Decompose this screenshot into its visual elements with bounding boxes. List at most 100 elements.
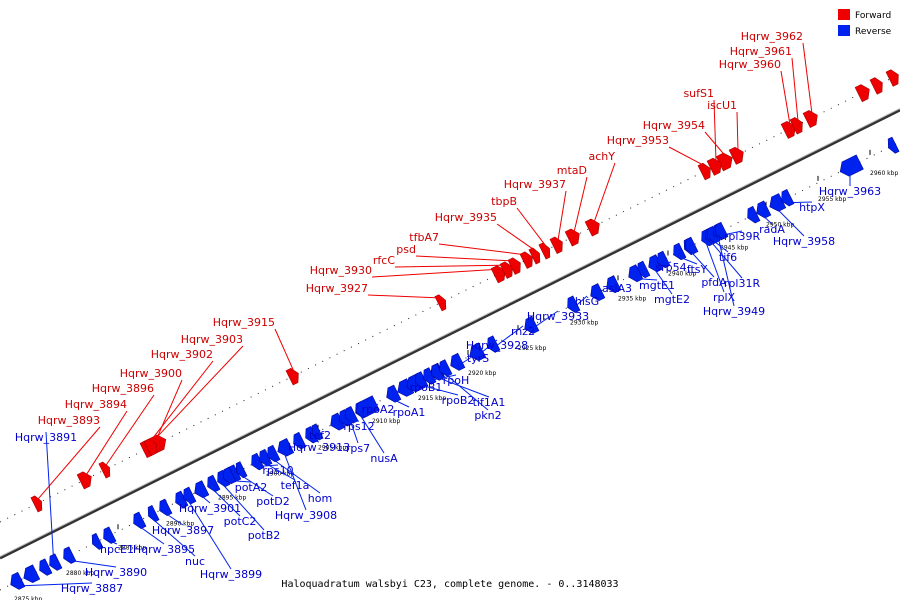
leader-line bbox=[611, 282, 618, 290]
tick-label: 2960 kbp bbox=[870, 170, 898, 177]
gene-arrow bbox=[507, 257, 521, 275]
gene-tef1a[interactable] bbox=[256, 448, 273, 468]
gene-feature[interactable] bbox=[20, 564, 41, 586]
gene-pkn2[interactable] bbox=[436, 359, 453, 379]
gene-arrow bbox=[345, 406, 359, 424]
gene-hisg[interactable] bbox=[564, 295, 581, 315]
gene-rps7[interactable] bbox=[342, 406, 359, 425]
gene-potc2[interactable] bbox=[204, 474, 221, 494]
gene-iscu1[interactable] bbox=[728, 145, 747, 165]
leader-line bbox=[415, 255, 517, 262]
gene-hqrw-3958[interactable] bbox=[766, 193, 787, 214]
gene-tif1a1[interactable] bbox=[428, 363, 445, 383]
gene-label-hqrw-3913: Hqrw_3913 bbox=[288, 441, 350, 454]
gene-hqrw-3894[interactable] bbox=[76, 469, 95, 490]
gene-hqrw-3890[interactable] bbox=[60, 546, 77, 566]
gene-hqrw-3954[interactable] bbox=[715, 150, 736, 172]
gene-feature[interactable] bbox=[885, 136, 900, 155]
gene-mtad[interactable] bbox=[564, 226, 583, 247]
gene-achy[interactable] bbox=[584, 216, 603, 237]
gene-feature[interactable] bbox=[327, 412, 346, 433]
gene-hqrw-3893[interactable] bbox=[30, 494, 45, 513]
gene-label-hqrw-3953: Hqrw_3953 bbox=[607, 134, 669, 147]
gene-hqrw-3896[interactable] bbox=[98, 460, 113, 479]
gene-arrow bbox=[330, 412, 346, 431]
gene-asla3[interactable] bbox=[603, 275, 622, 296]
gene-hqrw-3960[interactable] bbox=[780, 119, 799, 139]
gene-potd2[interactable] bbox=[233, 461, 248, 480]
gene-mgte2[interactable] bbox=[645, 254, 664, 275]
gene-label-hqrw-3930: Hqrw_3930 bbox=[310, 264, 372, 277]
gene-feature[interactable] bbox=[89, 532, 104, 551]
gene-hqrw-3891[interactable] bbox=[46, 553, 63, 573]
gene-psd[interactable] bbox=[507, 256, 524, 275]
gene-label-sufs1: sufS1 bbox=[683, 87, 714, 100]
gene-hqrw-3933[interactable] bbox=[521, 316, 540, 336]
leader-line bbox=[802, 42, 813, 114]
gene-label-hqrw-3935: Hqrw_3935 bbox=[435, 211, 497, 224]
gene-hqrw-3908[interactable] bbox=[274, 438, 295, 459]
gene-hqrw-3963[interactable] bbox=[837, 154, 864, 179]
leader-line bbox=[283, 452, 307, 511]
gene-feature[interactable] bbox=[290, 431, 307, 451]
gene-feature[interactable] bbox=[885, 68, 900, 87]
gene-tbpb[interactable] bbox=[538, 241, 553, 260]
gene-sufs1[interactable] bbox=[706, 156, 725, 176]
gene-hqrw-3930[interactable] bbox=[490, 263, 509, 284]
gene-tfba7[interactable] bbox=[519, 250, 536, 269]
gene-hqrw-3899[interactable] bbox=[180, 486, 197, 506]
leader-line bbox=[107, 539, 118, 545]
gene-label-nusa: nusA bbox=[370, 452, 398, 465]
leader-line bbox=[661, 261, 672, 265]
gene-arrow bbox=[386, 384, 402, 403]
gene-nuc[interactable] bbox=[145, 505, 160, 523]
gene-mgte1[interactable] bbox=[625, 264, 644, 285]
gene-ftsy[interactable] bbox=[670, 242, 687, 262]
gene-hqrw-3953[interactable] bbox=[697, 161, 714, 181]
gene-feature[interactable] bbox=[869, 76, 886, 95]
gene-label-hqrw-3902: Hqrw_3902 bbox=[151, 348, 213, 361]
gene-label-hqrw-3890: Hqrw_3890 bbox=[85, 566, 147, 579]
gene-label-rpob1: rpoB1 bbox=[410, 381, 443, 394]
gene-hqrw-3903[interactable] bbox=[143, 437, 160, 457]
gene-rpoa1[interactable] bbox=[383, 384, 402, 405]
gene-hqrw-3895[interactable] bbox=[130, 511, 147, 531]
gene-feature[interactable] bbox=[744, 205, 761, 225]
gene-arrow bbox=[789, 117, 803, 135]
gene-hqrw-3962[interactable] bbox=[802, 108, 821, 128]
gene-hqrw-3927[interactable] bbox=[434, 293, 449, 312]
gene-label-hqrw-3949: Hqrw_3949 bbox=[703, 305, 765, 318]
gene-arrow bbox=[780, 121, 796, 139]
gene-hqrw-3901[interactable] bbox=[191, 480, 210, 501]
gene-hqrw-3887[interactable] bbox=[7, 571, 26, 592]
gene-arrow bbox=[628, 264, 644, 283]
gene-pfda[interactable] bbox=[682, 236, 699, 256]
gene-arrow bbox=[685, 236, 699, 255]
gene-feature[interactable] bbox=[854, 82, 873, 103]
leader-line bbox=[15, 582, 93, 587]
leader-line bbox=[394, 264, 509, 268]
legend-forward-label: Forward bbox=[855, 11, 891, 21]
gene-rfcc[interactable] bbox=[499, 260, 516, 279]
leader-line bbox=[573, 176, 588, 233]
gene-tef2[interactable] bbox=[309, 423, 324, 442]
gene-rnz2[interactable] bbox=[484, 335, 501, 355]
gene-pota2[interactable] bbox=[220, 466, 237, 486]
gene-hqrw-3961[interactable] bbox=[789, 115, 806, 135]
gene-hqrw-3915[interactable] bbox=[285, 366, 302, 386]
gene-hqrw-3937[interactable] bbox=[549, 235, 566, 254]
gene-rada[interactable] bbox=[753, 200, 772, 221]
gene-feature[interactable] bbox=[172, 490, 189, 510]
gene-label-mtad: mtaD bbox=[557, 164, 587, 177]
leader-line bbox=[315, 429, 321, 437]
gene-hpce1[interactable] bbox=[100, 526, 117, 546]
gene-hom[interactable] bbox=[264, 444, 281, 464]
gene-htpx[interactable] bbox=[778, 189, 795, 208]
gene-hqrw-3897[interactable] bbox=[156, 498, 173, 518]
leader-line bbox=[221, 483, 265, 531]
leader-line bbox=[736, 111, 739, 151]
gene-tyrs[interactable] bbox=[447, 352, 466, 373]
gene-feature[interactable] bbox=[36, 558, 53, 578]
gene-feature[interactable] bbox=[587, 283, 606, 303]
